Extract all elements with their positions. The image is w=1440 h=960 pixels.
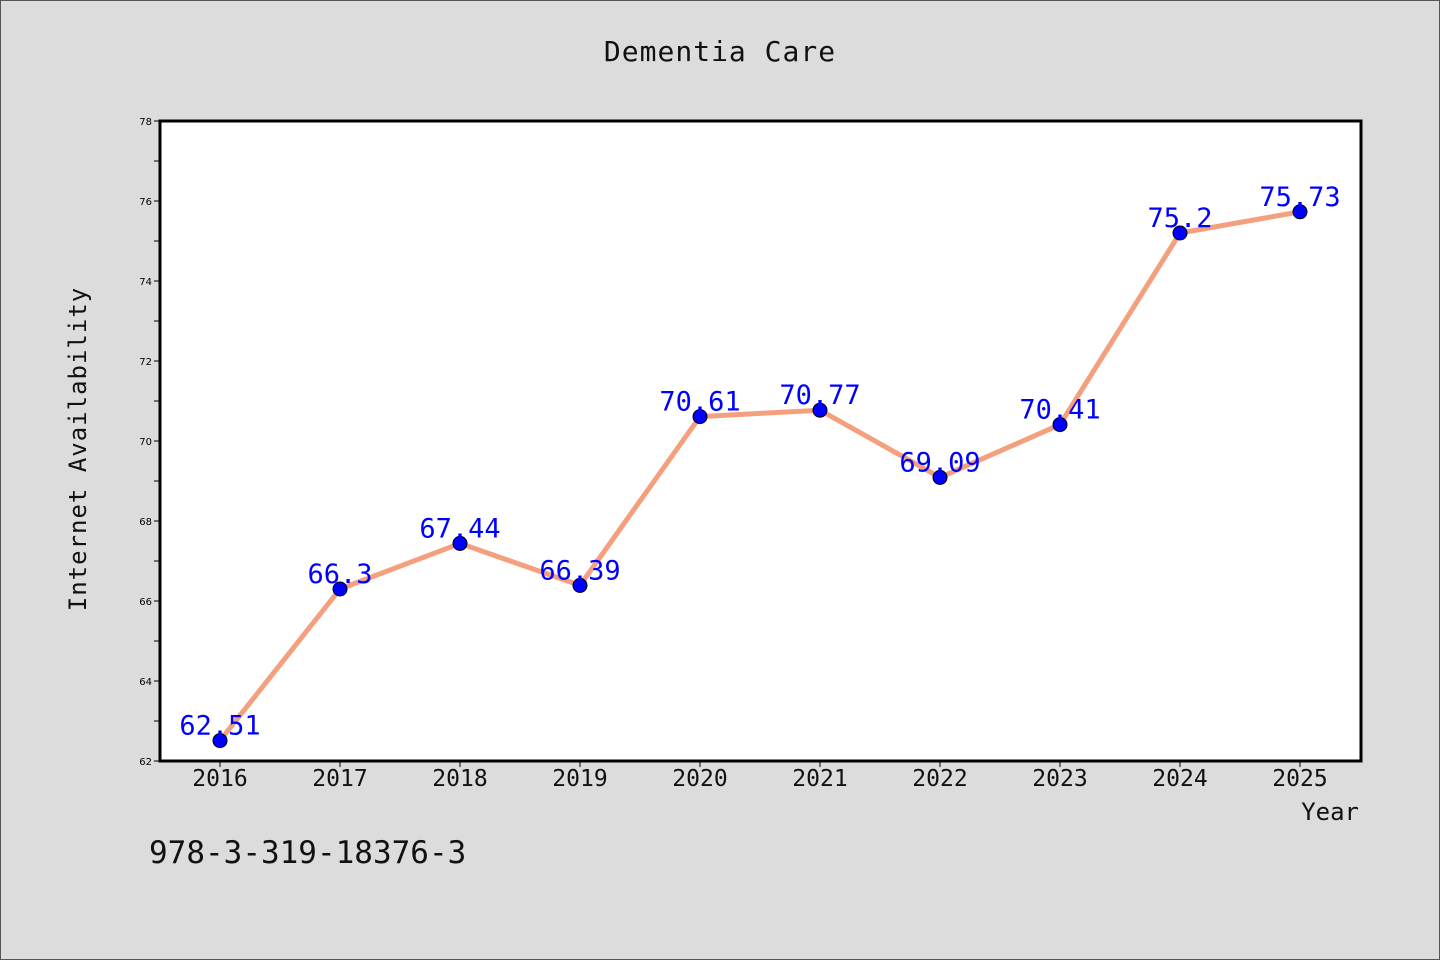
data-point bbox=[932, 469, 948, 485]
x-tick-label: 2018 bbox=[432, 766, 487, 792]
x-axis-label: Year bbox=[1301, 798, 1359, 826]
y-tick-label: 70 bbox=[139, 437, 152, 448]
x-tick-label: 2017 bbox=[312, 766, 367, 792]
y-tick-label: 64 bbox=[139, 677, 152, 688]
data-label: 70.41 bbox=[1019, 395, 1100, 426]
data-label: 70.61 bbox=[659, 387, 740, 418]
data-label: 75.73 bbox=[1259, 182, 1340, 213]
data-label: 70.77 bbox=[779, 380, 860, 411]
x-tick-label: 2021 bbox=[792, 766, 847, 792]
x-tick-label: 2025 bbox=[1272, 766, 1327, 792]
y-tick-label: 76 bbox=[139, 197, 152, 208]
x-tick-label: 2016 bbox=[192, 766, 247, 792]
data-label: 75.2 bbox=[1147, 203, 1212, 234]
data-label: 62.51 bbox=[179, 711, 260, 742]
data-point bbox=[812, 402, 828, 418]
y-tick-label: 78 bbox=[139, 117, 152, 128]
data-point bbox=[452, 535, 468, 551]
plot-frame bbox=[158, 119, 1363, 763]
series-line bbox=[218, 209, 1301, 743]
data-point bbox=[1052, 417, 1068, 433]
data-point bbox=[1172, 225, 1188, 241]
y-tick-label: 66 bbox=[139, 597, 152, 608]
data-point bbox=[572, 577, 588, 593]
data-label: 66.3 bbox=[307, 559, 372, 590]
y-tick-label: 74 bbox=[139, 277, 152, 288]
y-tick-label: 68 bbox=[139, 517, 152, 528]
data-point bbox=[692, 409, 708, 425]
data-label: 67.44 bbox=[419, 513, 500, 544]
x-tick-label: 2019 bbox=[552, 766, 607, 792]
data-point bbox=[332, 581, 348, 597]
data-label: 69.09 bbox=[899, 447, 980, 478]
data-point bbox=[1292, 204, 1308, 220]
x-tick-label: 2024 bbox=[1152, 766, 1207, 792]
x-tick-label: 2022 bbox=[912, 766, 967, 792]
data-point bbox=[212, 733, 228, 749]
x-tick-label: 2023 bbox=[1032, 766, 1087, 792]
y-tick-label: 62 bbox=[139, 757, 152, 768]
chart-title: Dementia Care bbox=[603, 35, 837, 68]
y-tick-label: 72 bbox=[139, 357, 152, 368]
data-label: 66.39 bbox=[539, 555, 620, 586]
x-tick-label: 2020 bbox=[672, 766, 727, 792]
footer-isbn: 978-3-319-18376-3 bbox=[149, 835, 467, 871]
